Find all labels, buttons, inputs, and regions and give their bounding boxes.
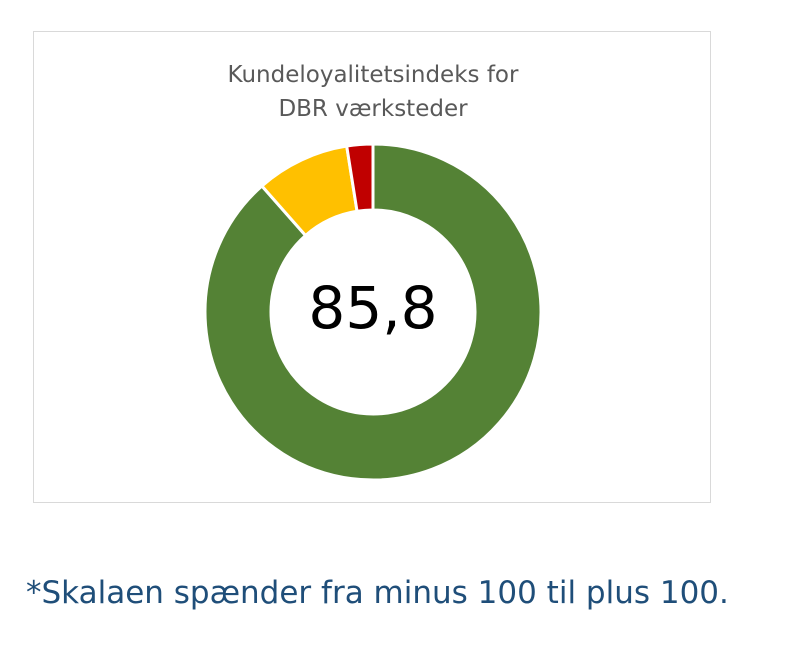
donut-center-value: 85,8 (308, 274, 438, 342)
chart-title-line-2: DBR værksteder (278, 96, 468, 122)
scale-footnote: *Skalaen spænder fra minus 100 til plus … (26, 575, 729, 611)
donut-chart (203, 142, 543, 482)
donut-slice-1 (203, 142, 543, 482)
chart-title: Kundeloyalitetsindeks for DBR værksteder (34, 58, 712, 126)
donut-slice-3 (345, 142, 375, 213)
chart-title-line-1: Kundeloyalitetsindeks for (227, 62, 519, 88)
chart-area: Kundeloyalitetsindeks for DBR værksteder… (33, 31, 711, 503)
